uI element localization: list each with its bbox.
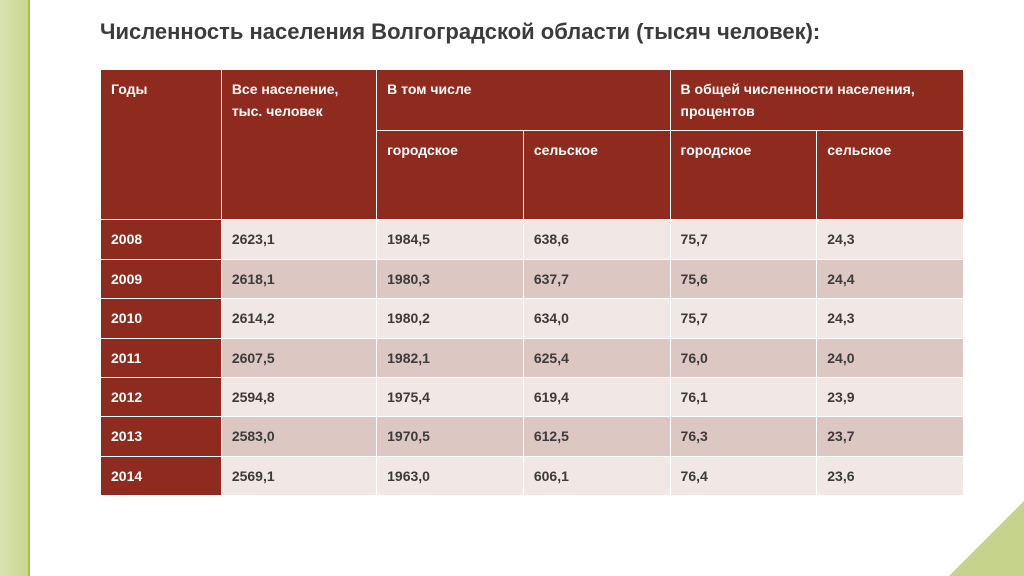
cell-year: 2010	[101, 299, 222, 338]
table-row: 20142569,11963,0606,176,423,6	[101, 456, 964, 495]
cell-urban: 1980,2	[377, 299, 524, 338]
cell-urban: 1984,5	[377, 220, 524, 259]
cell-total: 2569,1	[221, 456, 376, 495]
cell-rural-pct: 24,3	[817, 299, 964, 338]
cell-urban-pct: 76,4	[670, 456, 817, 495]
cell-urban: 1963,0	[377, 456, 524, 495]
col-rural-pct: сельское	[817, 131, 964, 220]
cell-rural: 637,7	[523, 259, 670, 298]
cell-rural-pct: 23,7	[817, 417, 964, 456]
col-share: В общей численности населения, процентов	[670, 69, 963, 131]
page-title: Численность населения Волгоградской обла…	[100, 18, 964, 47]
corner-accent	[949, 501, 1024, 576]
cell-urban-pct: 75,7	[670, 220, 817, 259]
cell-total: 2583,0	[221, 417, 376, 456]
cell-urban-pct: 75,7	[670, 299, 817, 338]
cell-urban-pct: 76,3	[670, 417, 817, 456]
cell-urban-pct: 76,0	[670, 338, 817, 377]
left-accent-bar	[0, 0, 30, 576]
col-years: Годы	[101, 69, 222, 220]
cell-year: 2009	[101, 259, 222, 298]
table-header: Годы Все население, тыс. человек В том ч…	[101, 69, 964, 220]
cell-rural-pct: 24,4	[817, 259, 964, 298]
table-row: 20122594,81975,4619,476,123,9	[101, 377, 964, 416]
cell-rural-pct: 24,0	[817, 338, 964, 377]
table-row: 20082623,11984,5638,675,724,3	[101, 220, 964, 259]
cell-rural: 638,6	[523, 220, 670, 259]
cell-year: 2008	[101, 220, 222, 259]
cell-rural-pct: 23,9	[817, 377, 964, 416]
col-total: Все население, тыс. человек	[221, 69, 376, 220]
cell-urban: 1975,4	[377, 377, 524, 416]
table-row: 20102614,21980,2634,075,724,3	[101, 299, 964, 338]
cell-total: 2614,2	[221, 299, 376, 338]
slide: Численность населения Волгоградской обла…	[0, 0, 1024, 576]
cell-year: 2014	[101, 456, 222, 495]
cell-year: 2012	[101, 377, 222, 416]
cell-year: 2013	[101, 417, 222, 456]
cell-rural: 619,4	[523, 377, 670, 416]
cell-total: 2618,1	[221, 259, 376, 298]
population-table: Годы Все население, тыс. человек В том ч…	[100, 69, 964, 497]
col-urban: городское	[377, 131, 524, 220]
cell-rural-pct: 23,6	[817, 456, 964, 495]
col-rural: сельское	[523, 131, 670, 220]
cell-rural-pct: 24,3	[817, 220, 964, 259]
cell-total: 2607,5	[221, 338, 376, 377]
cell-urban: 1980,3	[377, 259, 524, 298]
cell-rural: 634,0	[523, 299, 670, 338]
col-including: В том числе	[377, 69, 670, 131]
cell-total: 2594,8	[221, 377, 376, 416]
table-row: 20132583,01970,5612,576,323,7	[101, 417, 964, 456]
cell-rural: 625,4	[523, 338, 670, 377]
table-body: 20082623,11984,5638,675,724,320092618,11…	[101, 220, 964, 496]
cell-rural: 612,5	[523, 417, 670, 456]
table-row: 20112607,51982,1625,476,024,0	[101, 338, 964, 377]
cell-urban: 1982,1	[377, 338, 524, 377]
cell-total: 2623,1	[221, 220, 376, 259]
table-row: 20092618,11980,3637,775,624,4	[101, 259, 964, 298]
cell-rural: 606,1	[523, 456, 670, 495]
cell-urban-pct: 75,6	[670, 259, 817, 298]
cell-year: 2011	[101, 338, 222, 377]
cell-urban: 1970,5	[377, 417, 524, 456]
col-urban-pct: городское	[670, 131, 817, 220]
cell-urban-pct: 76,1	[670, 377, 817, 416]
